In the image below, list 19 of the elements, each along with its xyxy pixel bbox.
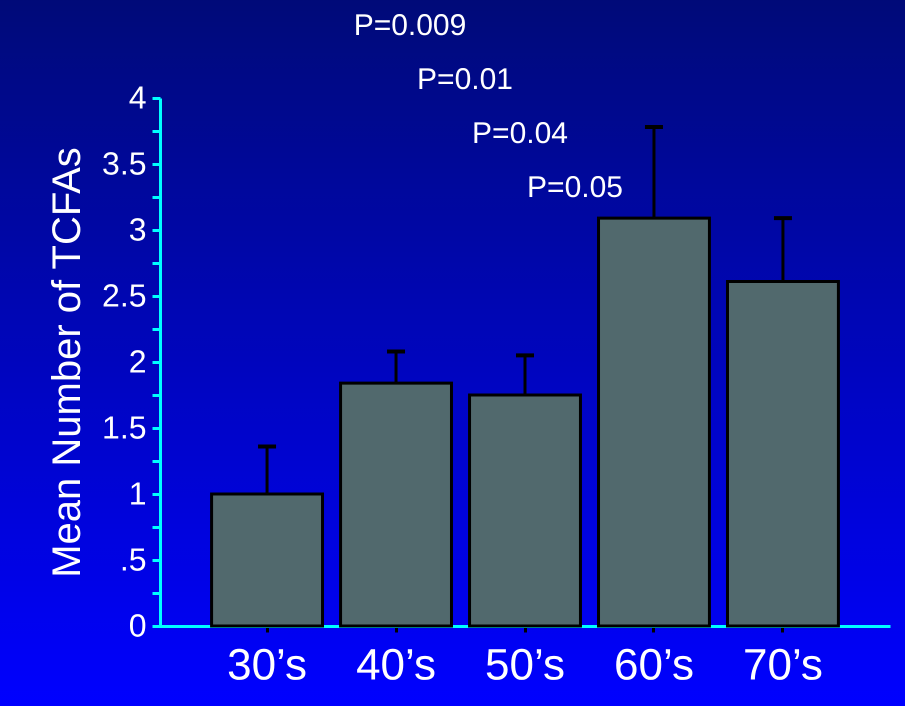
- text: P=0.01: [417, 63, 513, 96]
- y-tick-label: 1: [128, 476, 146, 512]
- y-tick-label: 2: [128, 344, 146, 380]
- y-tick-label: 3: [128, 212, 146, 248]
- x-tick-label: 50’s: [485, 640, 565, 690]
- y-tick-label: 3.5: [102, 146, 146, 182]
- x-tick-label: 30’s: [227, 640, 308, 690]
- x-tick-label: 60’s: [614, 640, 694, 690]
- annotation: P=0.04: [472, 117, 568, 150]
- x-tick-label: 70’s: [742, 640, 823, 690]
- annotation: P=0.05: [527, 171, 623, 204]
- y-tick-label: 2.5: [102, 278, 146, 314]
- y-tick-label: 4: [128, 80, 146, 116]
- y-tick-label: .5: [120, 542, 146, 578]
- y-tick-label: 1.5: [102, 410, 146, 446]
- y-axis-title: Mean Number of TCFAs: [45, 147, 90, 578]
- y-tick-label: 0: [128, 608, 146, 644]
- text: P=0.009: [354, 9, 466, 42]
- x-tick-label: 40’s: [356, 640, 436, 690]
